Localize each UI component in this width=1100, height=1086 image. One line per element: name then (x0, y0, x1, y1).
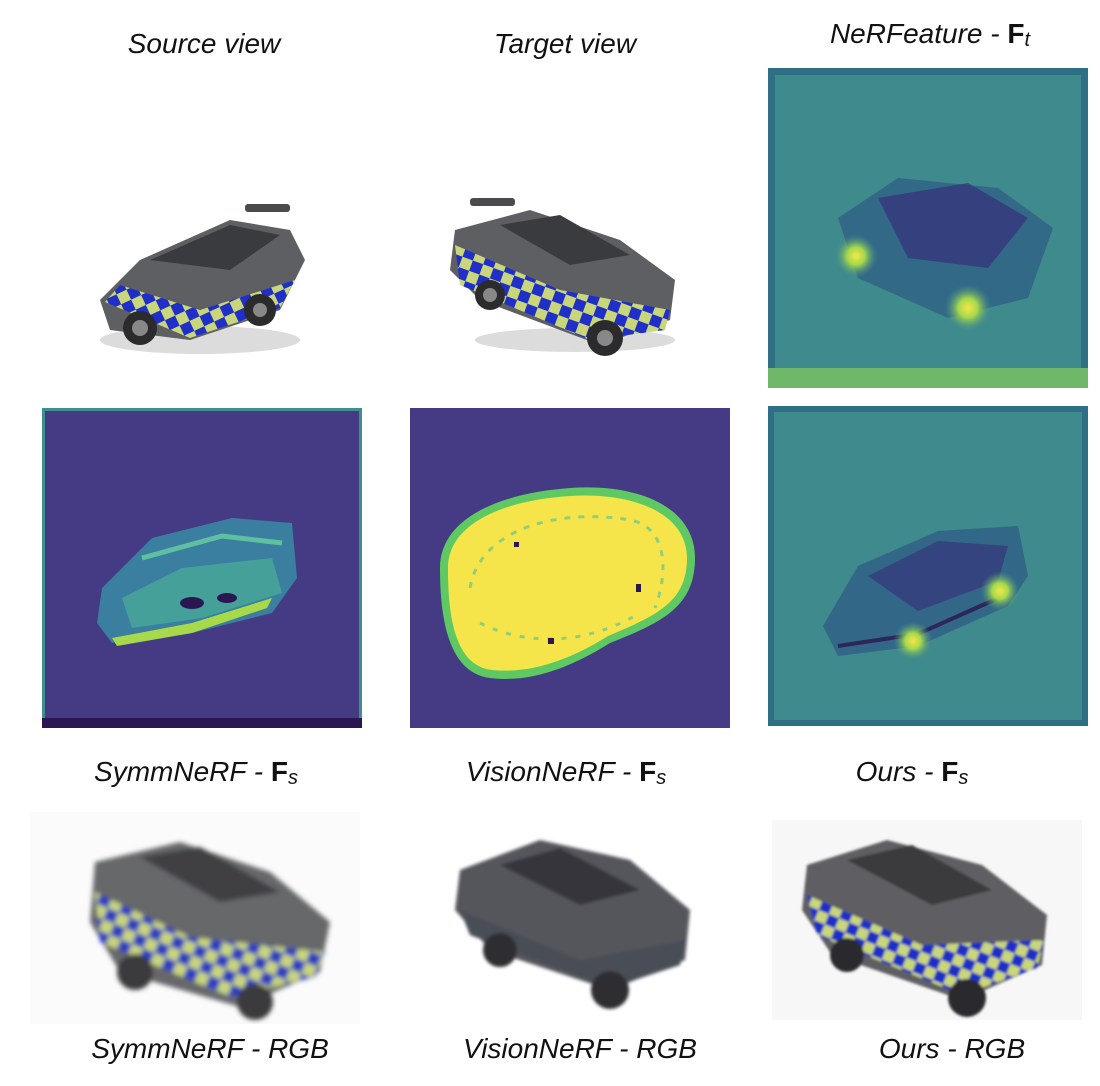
label-symmnerf-rgb: SymmNeRF - RGB (91, 1033, 329, 1064)
ours-fs-map (768, 406, 1088, 726)
label-visionnerf-rgb: VisionNeRF - RGB (463, 1033, 697, 1064)
label-nerfeature-ft: NeRFeature - Ft (829, 18, 1031, 51)
label-ours-fs: Ours - Fs (855, 756, 969, 789)
label-ours-rgb: Ours - RGB (878, 1033, 1026, 1064)
target-view-image (440, 190, 690, 360)
label-target-view: Target view (493, 28, 637, 59)
ours-rgb-image (772, 820, 1082, 1020)
car-render-target (450, 198, 675, 356)
car-render-source (100, 204, 305, 354)
label-visionnerf-fs: VisionNeRF - Fs (465, 756, 667, 789)
car-render-ours (772, 820, 1082, 1020)
feature-heatmap-visionnerf (410, 408, 730, 728)
feature-heatmap-nerfeature (768, 68, 1088, 388)
symmnerf-rgb-image (30, 812, 360, 1024)
visionnerf-fs-map (410, 408, 730, 728)
feature-heatmap-ours (768, 406, 1088, 726)
visionnerf-rgb-image (430, 820, 710, 1020)
label-source-view: Source view (127, 28, 281, 59)
car-render-visionnerf (430, 820, 710, 1020)
symmnerf-fs-map (42, 408, 362, 728)
car-render-symmnerf (30, 812, 360, 1024)
nerfeature-ft-map (768, 68, 1088, 388)
feature-heatmap-symmnerf (42, 408, 362, 728)
label-symmnerf-fs: SymmNeRF - Fs (94, 756, 298, 789)
source-view-image (80, 190, 320, 360)
